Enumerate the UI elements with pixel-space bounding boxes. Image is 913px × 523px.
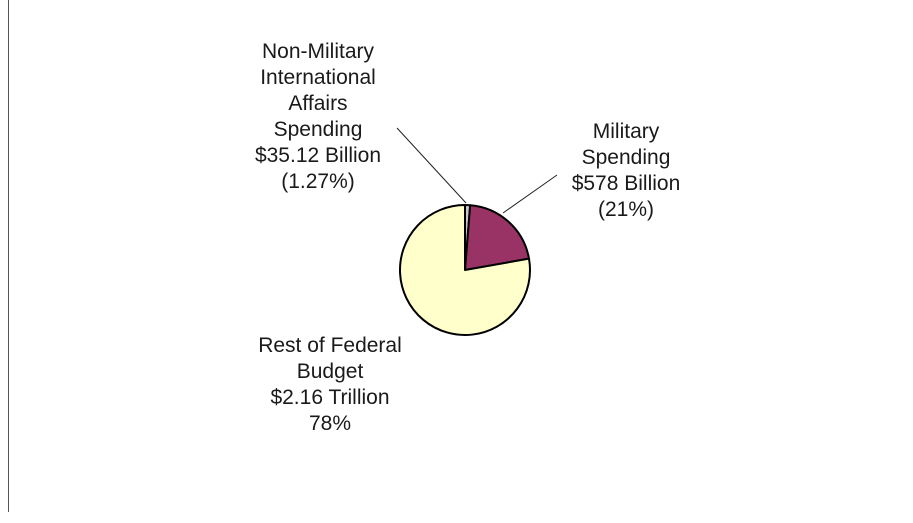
slice-label-0-line-5: (1.27%) xyxy=(281,170,355,193)
slice-label-1-line-2: $578 Billion xyxy=(572,172,681,195)
slice-label-0-line-1: International xyxy=(260,66,376,89)
slice-label-0-line-2: Affairs xyxy=(288,92,347,115)
slice-label-2-line-2: $2.16 Trillion xyxy=(270,386,389,409)
slice-label-0-line-0: Non-Military xyxy=(262,40,375,63)
pie-slice-2 xyxy=(399,204,531,336)
slice-label-2-line-0: Rest of Federal xyxy=(258,334,402,357)
slice-label-2-line-1: Budget xyxy=(297,360,364,383)
slice-label-1-line-0: Military xyxy=(593,120,660,143)
slice-label-0-line-3: Spending xyxy=(274,118,363,141)
slice-label-0-line-4: $35.12 Billion xyxy=(255,144,381,167)
slice-label-1-line-3: (21%) xyxy=(598,198,654,221)
slice-label-2-line-3: 78% xyxy=(309,412,351,435)
leader-line-1 xyxy=(502,174,558,214)
slice-label-0: Non-Military International Affairs Spending… xyxy=(255,40,381,193)
left-border-line xyxy=(8,0,9,512)
slice-label-2: Rest of Federal Budget $2.16 Trillion 78% xyxy=(258,334,402,435)
slice-label-1-line-1: Spending xyxy=(582,146,671,169)
pie-slice-1 xyxy=(464,204,530,271)
leader-line-0 xyxy=(396,127,467,204)
slice-label-1: Military Spending $578 Billion (21%) xyxy=(572,120,681,221)
